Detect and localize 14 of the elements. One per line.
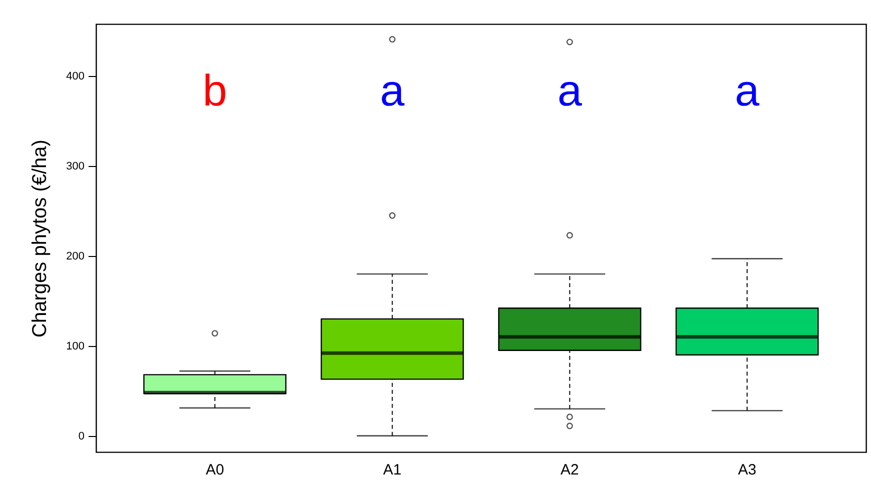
annotation: a: [380, 66, 406, 116]
y-tick-label: 300: [66, 160, 84, 173]
x-tick-label: A1: [383, 462, 402, 478]
y-tick-label: 0: [78, 430, 84, 442]
y-tick-label: 100: [66, 340, 84, 352]
annotation: a: [734, 66, 760, 116]
annotation: a: [557, 66, 582, 116]
x-tick-label: A2: [560, 462, 579, 478]
x-tick-label: A3: [738, 462, 756, 478]
y-tick-label: 400: [66, 70, 84, 83]
y-axis-title: Charges phytos (€/ha): [29, 140, 52, 338]
x-tick-label: A0: [206, 462, 224, 478]
y-tick-label: 200: [66, 250, 84, 262]
annotation: b: [202, 66, 228, 116]
